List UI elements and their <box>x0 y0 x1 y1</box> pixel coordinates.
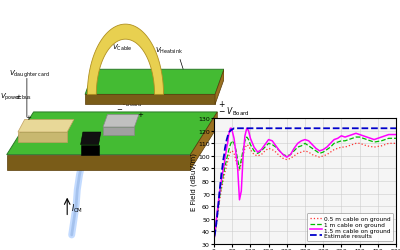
0.5 m cable on ground <box>216 206 221 209</box>
Text: $-$: $-$ <box>116 105 124 111</box>
Polygon shape <box>87 25 164 95</box>
1.5 m cable on ground <box>246 130 251 133</box>
1 m cable on ground <box>246 138 251 141</box>
Estimate results <box>328 127 333 130</box>
1.5 m cable on ground <box>328 142 333 145</box>
1.5 m cable on ground <box>226 135 231 138</box>
Estimate results <box>226 132 231 135</box>
Polygon shape <box>81 132 101 145</box>
1.5 m cable on ground <box>212 236 217 239</box>
0.5 m cable on ground <box>244 144 249 146</box>
Text: +: + <box>138 111 144 117</box>
Text: $V_{\mathrm{daughter\ card}}$: $V_{\mathrm{daughter\ card}}$ <box>9 68 50 79</box>
0.5 m cable on ground <box>226 156 231 159</box>
Text: $-\ V_{\mathrm{Board}}$: $-\ V_{\mathrm{Board}}$ <box>218 105 249 117</box>
Legend: 0.5 m cable on ground, 1 m cable on ground, 1.5 m cable on ground, Estimate resu: 0.5 m cable on ground, 1 m cable on grou… <box>307 213 393 241</box>
Line: 1.5 m cable on ground: 1.5 m cable on ground <box>214 129 396 238</box>
0.5 m cable on ground <box>394 142 398 145</box>
Polygon shape <box>7 155 190 170</box>
Polygon shape <box>85 95 215 105</box>
Polygon shape <box>7 112 217 155</box>
Y-axis label: E Field (dBuV/m): E Field (dBuV/m) <box>190 152 197 210</box>
0.5 m cable on ground <box>354 142 358 145</box>
Line: 0.5 m cable on ground: 0.5 m cable on ground <box>214 144 396 238</box>
Text: $\pm$: $\pm$ <box>14 92 22 101</box>
Line: Estimate results: Estimate results <box>214 129 396 236</box>
Polygon shape <box>81 145 98 155</box>
Polygon shape <box>103 128 134 135</box>
Text: $+$: $+$ <box>116 93 124 102</box>
0.5 m cable on ground <box>364 145 369 148</box>
Estimate results <box>232 127 236 130</box>
Text: +: + <box>26 115 32 121</box>
Estimate results <box>230 128 234 132</box>
1 m cable on ground <box>212 236 217 239</box>
0.5 m cable on ground <box>324 154 329 156</box>
Polygon shape <box>18 132 67 142</box>
Text: $+$: $+$ <box>110 36 117 44</box>
1 m cable on ground <box>244 136 249 139</box>
1.5 m cable on ground <box>228 127 233 130</box>
0.5 m cable on ground <box>212 236 217 239</box>
Estimate results <box>394 127 398 130</box>
1 m cable on ground <box>230 140 234 143</box>
Estimate results <box>212 235 217 238</box>
Text: $V_{\mathrm{Cable}}$: $V_{\mathrm{Cable}}$ <box>112 43 132 53</box>
Text: $+$: $+$ <box>218 98 225 108</box>
Text: $V_{\mathrm{Board}}$: $V_{\mathrm{Board}}$ <box>121 98 142 108</box>
1 m cable on ground <box>364 138 369 141</box>
Text: $I_{\mathrm{CM}}$: $I_{\mathrm{CM}}$ <box>70 201 83 214</box>
0.5 m cable on ground <box>230 150 234 153</box>
Polygon shape <box>215 70 224 105</box>
Polygon shape <box>190 112 217 170</box>
Line: 1 m cable on ground: 1 m cable on ground <box>214 138 396 237</box>
Text: $V_{\mathrm{power\ bus}}$: $V_{\mathrm{power\ bus}}$ <box>0 92 32 103</box>
Estimate results <box>364 127 369 130</box>
1 m cable on ground <box>216 202 221 205</box>
1.5 m cable on ground <box>232 137 236 140</box>
Text: $V_{\mathrm{Heatsink}}$: $V_{\mathrm{Heatsink}}$ <box>154 46 183 56</box>
Polygon shape <box>85 70 224 95</box>
Estimate results <box>216 200 221 203</box>
Polygon shape <box>18 120 74 132</box>
Estimate results <box>246 127 251 130</box>
1.5 m cable on ground <box>216 198 221 202</box>
Text: $-$: $-$ <box>103 38 110 44</box>
Polygon shape <box>103 115 139 128</box>
1.5 m cable on ground <box>364 136 369 139</box>
1 m cable on ground <box>226 150 231 153</box>
1 m cable on ground <box>328 146 333 149</box>
1.5 m cable on ground <box>394 134 398 136</box>
1 m cable on ground <box>394 137 398 140</box>
